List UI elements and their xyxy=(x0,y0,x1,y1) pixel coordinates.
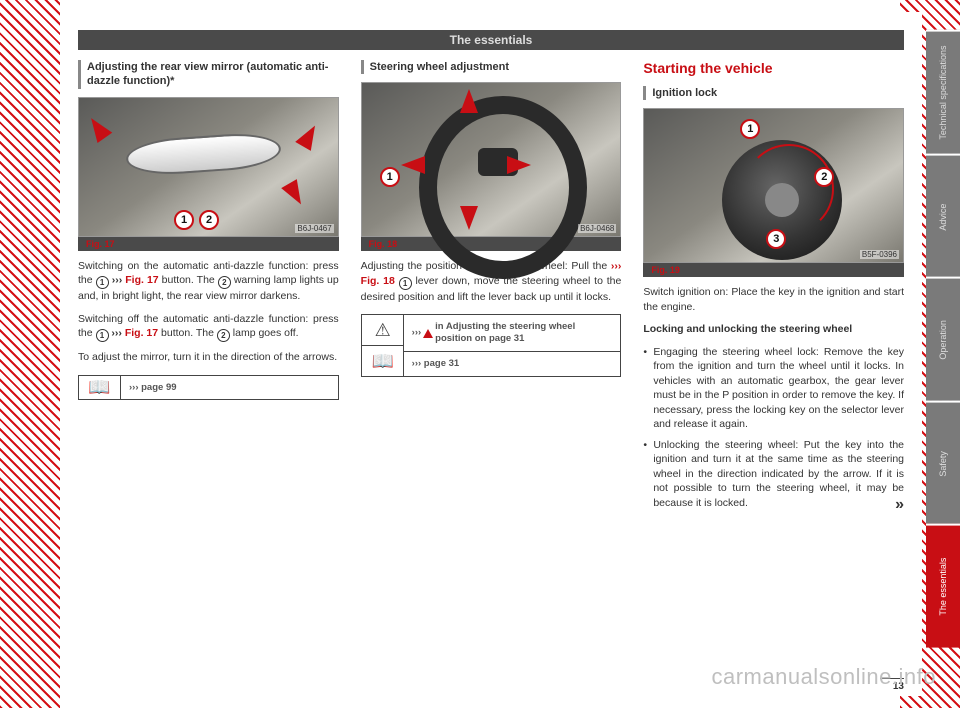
col-1: Adjusting the rear view mirror (automati… xyxy=(78,60,339,516)
col-3: Starting the vehicle Ignition lock 1 2 3… xyxy=(643,60,904,516)
fig17-label: Fig. 17 xyxy=(78,237,339,251)
callout-2: 2 xyxy=(199,210,219,230)
col3-p1: Switch ignition on: Place the key in the… xyxy=(643,285,904,314)
col3-bullets: Engaging the steering wheel lock: Remove… xyxy=(643,345,904,510)
col1-title: Adjusting the rear view mirror (automati… xyxy=(78,60,339,89)
col1-notebox: 📖 ››› page 99 xyxy=(78,375,339,401)
fig-18: 1 B6J-0468 xyxy=(361,82,622,237)
col3-subtitle: Locking and unlocking the steering wheel xyxy=(643,322,904,336)
col3-title: Ignition lock xyxy=(643,86,904,100)
callout-1: 1 xyxy=(174,210,194,230)
fig19-label: Fig. 19 xyxy=(643,263,904,277)
warning-icon: ⚠ xyxy=(362,315,404,346)
callout-1b: 1 xyxy=(380,167,400,187)
watermark: carmanualsonline.info xyxy=(711,664,936,690)
col2-note-warn: ››› in Adjusting the steering wheel posi… xyxy=(404,315,621,352)
tab-operation[interactable]: Operation xyxy=(926,277,960,401)
tab-advice[interactable]: Advice xyxy=(926,154,960,278)
col3-b1: Engaging the steering wheel lock: Remove… xyxy=(643,345,904,432)
book-icon: 📖 xyxy=(362,346,404,376)
continue-icon: » xyxy=(895,494,904,516)
page-content: The essentials Adjusting the rear view m… xyxy=(60,12,922,696)
col1-p3: To adjust the mirror, turn it in the dir… xyxy=(78,350,339,364)
callout-1c: 1 xyxy=(740,119,760,139)
fig-17: 1 2 B6J-0467 xyxy=(78,97,339,237)
page-header: The essentials xyxy=(78,30,904,50)
fig17-ref: B6J-0467 xyxy=(295,224,333,233)
col2-note-page: ››› page 31 xyxy=(404,352,621,376)
tab-safety[interactable]: Safety xyxy=(926,401,960,525)
tab-technical[interactable]: Technical specifications xyxy=(926,30,960,154)
fig-19: 1 2 3 B5F-0396 xyxy=(643,108,904,263)
fig19-ref: B5F-0396 xyxy=(860,250,899,259)
col1-p2: Switching off the automatic anti-dazzle … xyxy=(78,312,339,343)
side-tabs: Technical specifications Advice Operatio… xyxy=(926,30,960,648)
col-2: Steering wheel adjustment 1 B6J-0468 Fig… xyxy=(361,60,622,516)
col3-maintitle: Starting the vehicle xyxy=(643,60,904,76)
fig18-ref: B6J-0468 xyxy=(578,224,616,233)
book-icon: 📖 xyxy=(79,376,121,400)
hatch-left xyxy=(0,0,60,708)
col1-note: ››› page 99 xyxy=(121,376,338,400)
col3-b2: Unlocking the steering wheel: Put the ke… xyxy=(643,438,904,510)
tab-essentials[interactable]: The essentials xyxy=(926,524,960,648)
col1-p1: Switching on the automatic anti-dazzle f… xyxy=(78,259,339,304)
col2-notebox: ⚠ 📖 ››› in Adjusting the steering wheel … xyxy=(361,314,622,377)
col2-title: Steering wheel adjustment xyxy=(361,60,622,74)
